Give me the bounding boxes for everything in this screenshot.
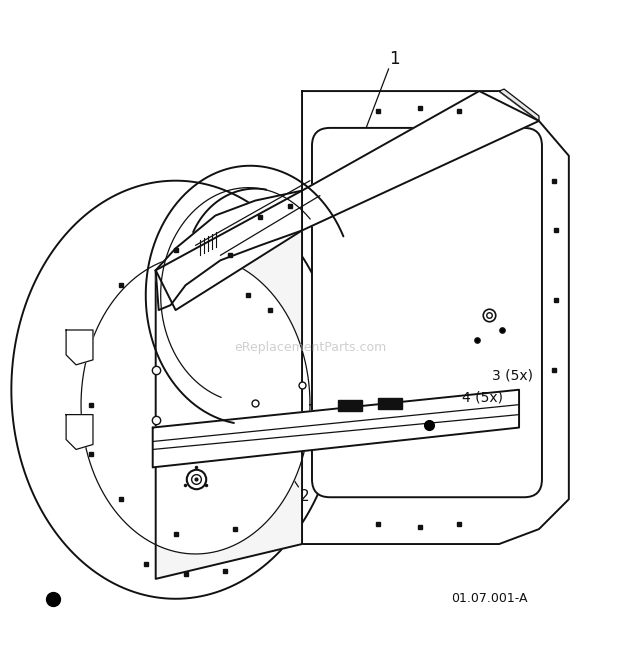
Bar [338,399,361,411]
Text: eReplacementParts.com: eReplacementParts.com [234,342,386,354]
Text: 4 (5x): 4 (5x) [463,391,503,405]
Polygon shape [81,256,310,554]
FancyBboxPatch shape [312,128,542,497]
Text: 3 (5x): 3 (5x) [492,369,533,383]
Polygon shape [156,191,302,579]
Polygon shape [153,390,519,467]
Polygon shape [66,415,93,449]
Polygon shape [156,91,539,310]
Polygon shape [156,191,302,310]
Text: 1: 1 [389,50,400,68]
Text: 2: 2 [300,489,310,504]
Polygon shape [302,91,569,544]
Polygon shape [499,89,539,121]
Text: 01.07.001-A: 01.07.001-A [451,592,528,605]
Polygon shape [66,330,93,365]
Bar [378,397,402,409]
Polygon shape [11,181,340,599]
